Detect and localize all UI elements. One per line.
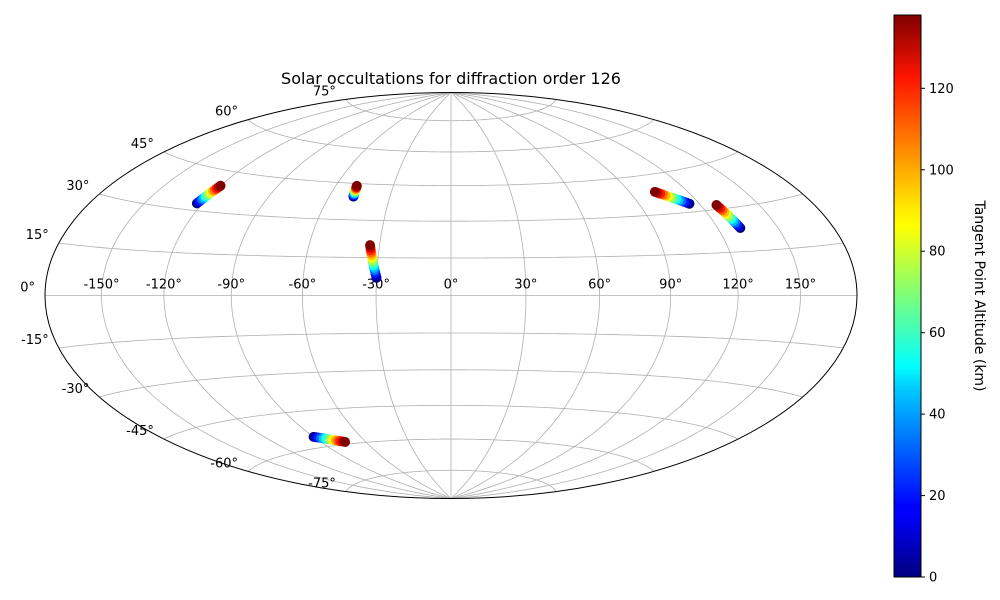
colorbar-label: Tangent Point Altitude (km): [971, 199, 987, 391]
map-outline: [44, 92, 858, 499]
parallel-line: [163, 404, 739, 440]
longitude-tick-labels: -150° -120° -90° -60° -30° 0° 30° 60° 90° 120° 150…: [83, 278, 816, 293]
colorbar-tick-label: 100: [929, 163, 954, 178]
parallel-line: [345, 99, 557, 122]
occultation-point: [340, 436, 351, 447]
longitude-tick-label: 30°: [514, 278, 537, 293]
colorbar: 0 20 40 60 80 100 120 Tangent Point Altitude (…: [893, 14, 987, 586]
colorbar-ticks: 0 20 40 60 80 100 120: [921, 82, 954, 586]
occultation-point: [351, 180, 362, 191]
longitude-tick-label: 120°: [722, 278, 753, 293]
longitude-tick-label: -150°: [83, 278, 119, 293]
occultation-track: [649, 186, 695, 209]
latitude-tick-labels: -75° -60° -45° -30° -15° 0° 15° 30° 45° 60° 75°: [20, 84, 336, 491]
parallel-line: [99, 193, 803, 222]
longitude-tick-label: 0°: [444, 278, 459, 293]
parallel-line: [58, 242, 844, 259]
latitude-tick-label: 60°: [215, 105, 238, 120]
occultation-point: [365, 240, 376, 251]
occultation-track: [711, 200, 746, 234]
longitude-tick-label: 90°: [659, 278, 682, 293]
latitude-tick-label: 30°: [66, 179, 89, 194]
parallel-line: [247, 438, 655, 472]
occultation-point: [711, 200, 722, 211]
occultation-points: [191, 180, 746, 447]
parallel-line: [247, 119, 655, 153]
colorbar-tick-label: 0: [929, 571, 937, 586]
longitude-tick-label: 60°: [588, 278, 611, 293]
parallel-line: [163, 151, 739, 187]
colorbar-tick-label: 80: [929, 245, 946, 260]
latitude-tick-label: 0°: [20, 281, 35, 296]
parallel-line: [345, 469, 557, 492]
occultation-track: [365, 240, 382, 283]
parallel-line: [58, 332, 844, 349]
latitude-tick-label: -75°: [308, 477, 336, 492]
latitude-tick-label: -45°: [126, 424, 154, 439]
latitude-tick-label: -30°: [62, 382, 90, 397]
occultation-track: [348, 180, 362, 202]
longitude-tick-label: -30°: [362, 278, 390, 293]
longitude-tick-label: -90°: [217, 278, 245, 293]
colorbar-tick-label: 20: [929, 489, 946, 504]
occultation-point: [649, 186, 660, 197]
latitude-tick-label: -60°: [210, 456, 238, 471]
map-grid: [45, 92, 857, 499]
colorbar-tick-label: 40: [929, 408, 946, 423]
colorbar-tick-label: 120: [929, 82, 954, 97]
occultation-point: [215, 180, 226, 191]
colorbar-gradient: [893, 14, 922, 578]
longitude-tick-label: -120°: [146, 278, 182, 293]
occultation-track: [191, 180, 226, 209]
longitude-tick-label: 150°: [785, 278, 816, 293]
longitude-tick-label: -60°: [289, 278, 317, 293]
latitude-tick-label: 15°: [26, 228, 49, 243]
occultation-track: [308, 431, 351, 447]
parallel-line: [99, 369, 803, 398]
latitude-tick-label: 75°: [313, 84, 336, 99]
latitude-tick-label: -15°: [21, 333, 49, 348]
colorbar-tick-label: 60: [929, 326, 946, 341]
chart-title: Solar occultations for diffraction order…: [281, 69, 621, 88]
latitude-tick-label: 45°: [131, 137, 154, 152]
